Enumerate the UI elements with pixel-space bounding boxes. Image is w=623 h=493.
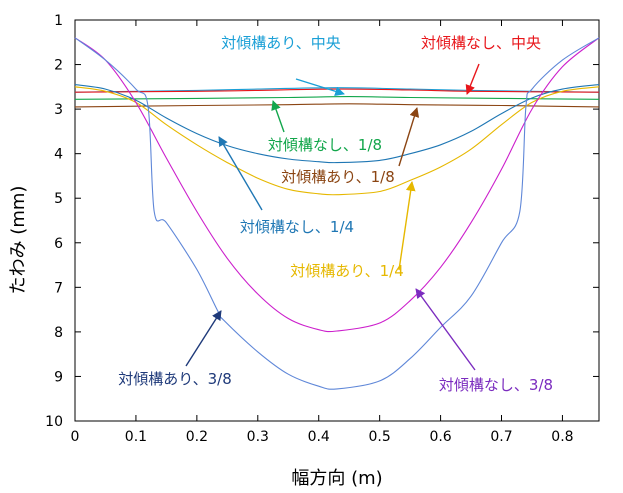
annotation-arrow-1 [465,63,480,95]
x-tick-label: 0.6 [429,429,451,445]
annotation-arrow-7 [415,288,476,371]
annotation-label-1: 対傾構なし、中央 [421,34,541,52]
y-tick-label: 7 [54,280,63,296]
x-tick-label: 0.7 [490,429,512,445]
y-tick-label: 4 [54,147,63,163]
series-line-5 [74,86,600,196]
annotation-arrow-0 [295,78,345,97]
series-line-2 [74,96,600,100]
annotation-label-3: 対傾構あり、1/8 [281,168,395,186]
y-tick-label: 6 [54,236,63,252]
annotation-arrow-2 [271,100,285,133]
annotation-arrow-6 [185,310,222,367]
y-axis-title: たわみ (mm) [8,186,29,295]
annotation-arrow-4 [218,136,263,211]
x-tick-label: 0.1 [125,429,147,445]
annotation-arrow-5 [398,181,416,271]
y-tick-label: 2 [54,58,63,74]
series-line-3 [74,103,600,108]
x-axis-title: 幅方向 (m) [291,468,382,489]
y-tick-label: 5 [54,191,63,207]
y-tick-label: 3 [54,102,63,118]
y-tick-label: 1 [54,13,63,29]
y-tick-label: 10 [45,414,63,430]
annotation-arrow-3 [398,107,420,167]
x-tick-label: 0.3 [247,429,269,445]
annotation-label-5: 対傾構あり、1/4 [290,262,404,280]
x-tick-label: 0.8 [551,429,573,445]
series-line-6 [74,37,600,333]
series-line-7 [74,37,600,390]
x-tick-label: 0.4 [308,429,330,445]
y-tick-label: 8 [54,325,63,341]
series-line-4 [74,84,600,164]
x-tick-label: 0.5 [369,429,391,445]
annotation-label-6: 対傾構あり、3/8 [118,370,232,388]
annotation-label-0: 対傾構あり、中央 [221,34,340,52]
annotation-label-4: 対傾構なし、1/4 [240,218,354,236]
y-tick-label: 9 [54,369,63,385]
plot-frame [74,19,600,422]
annotation-label-2: 対傾構なし、1/8 [268,136,382,154]
annotation-label-7: 対傾構なし、3/8 [439,376,553,394]
x-tick-label: 0.2 [186,429,208,445]
x-tick-label: 0 [71,429,80,445]
